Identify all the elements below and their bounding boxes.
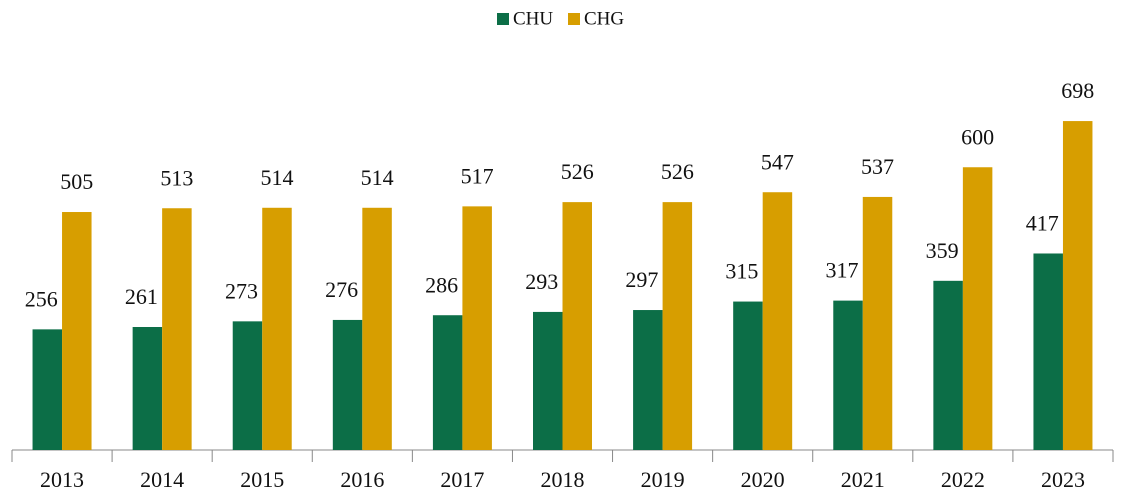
x-tick-label: 2020 bbox=[741, 467, 785, 492]
bar bbox=[462, 206, 492, 450]
bar bbox=[262, 207, 292, 450]
data-label: 698 bbox=[1061, 78, 1094, 103]
data-label: 359 bbox=[926, 238, 959, 263]
legend-label: CHU bbox=[513, 8, 553, 29]
data-label: 526 bbox=[561, 159, 594, 184]
data-label: 505 bbox=[60, 169, 93, 194]
bar bbox=[432, 315, 463, 450]
x-tick-label: 2023 bbox=[1041, 467, 1085, 492]
legend-swatch bbox=[497, 13, 509, 25]
x-tick-label: 2016 bbox=[340, 467, 384, 492]
bar bbox=[162, 208, 192, 450]
data-label: 526 bbox=[661, 159, 694, 184]
bar bbox=[962, 167, 993, 450]
bar bbox=[533, 311, 563, 450]
legend-label: CHG bbox=[584, 8, 624, 29]
data-label: 315 bbox=[725, 259, 758, 284]
x-tick-label: 2013 bbox=[40, 467, 84, 492]
bar bbox=[562, 202, 592, 450]
bar bbox=[933, 280, 963, 450]
data-label: 513 bbox=[160, 165, 193, 190]
x-tick-label: 2022 bbox=[941, 467, 985, 492]
bar bbox=[132, 327, 163, 450]
bar bbox=[633, 310, 663, 450]
bar bbox=[232, 321, 263, 450]
bar bbox=[762, 192, 793, 450]
bar bbox=[332, 319, 363, 450]
data-label: 537 bbox=[861, 154, 894, 179]
bar bbox=[862, 196, 893, 450]
x-tick-label: 2019 bbox=[641, 467, 685, 492]
data-label: 273 bbox=[225, 278, 258, 303]
data-label: 417 bbox=[1026, 211, 1059, 236]
bar bbox=[362, 207, 392, 450]
data-label: 286 bbox=[425, 272, 458, 297]
x-tick-label: 2018 bbox=[541, 467, 585, 492]
bar bbox=[662, 202, 693, 450]
x-tick-label: 2017 bbox=[440, 467, 484, 492]
data-label: 256 bbox=[25, 286, 58, 311]
data-label: 517 bbox=[461, 163, 494, 188]
bar bbox=[833, 300, 863, 450]
bar bbox=[32, 329, 63, 450]
data-label: 514 bbox=[361, 165, 394, 190]
data-label: 514 bbox=[260, 165, 293, 190]
bar bbox=[62, 212, 92, 450]
data-label: 276 bbox=[325, 277, 358, 302]
data-label: 547 bbox=[761, 149, 794, 174]
bar bbox=[1033, 253, 1063, 450]
legend-swatch bbox=[568, 13, 580, 25]
x-tick-label: 2015 bbox=[240, 467, 284, 492]
x-tick-label: 2021 bbox=[841, 467, 885, 492]
bar bbox=[1062, 121, 1093, 450]
data-label: 261 bbox=[125, 284, 158, 309]
data-label: 297 bbox=[625, 267, 658, 292]
data-label: 600 bbox=[961, 124, 994, 149]
data-label: 317 bbox=[826, 258, 859, 283]
bar bbox=[733, 301, 763, 450]
x-tick-label: 2014 bbox=[140, 467, 184, 492]
data-label: 293 bbox=[525, 269, 558, 294]
